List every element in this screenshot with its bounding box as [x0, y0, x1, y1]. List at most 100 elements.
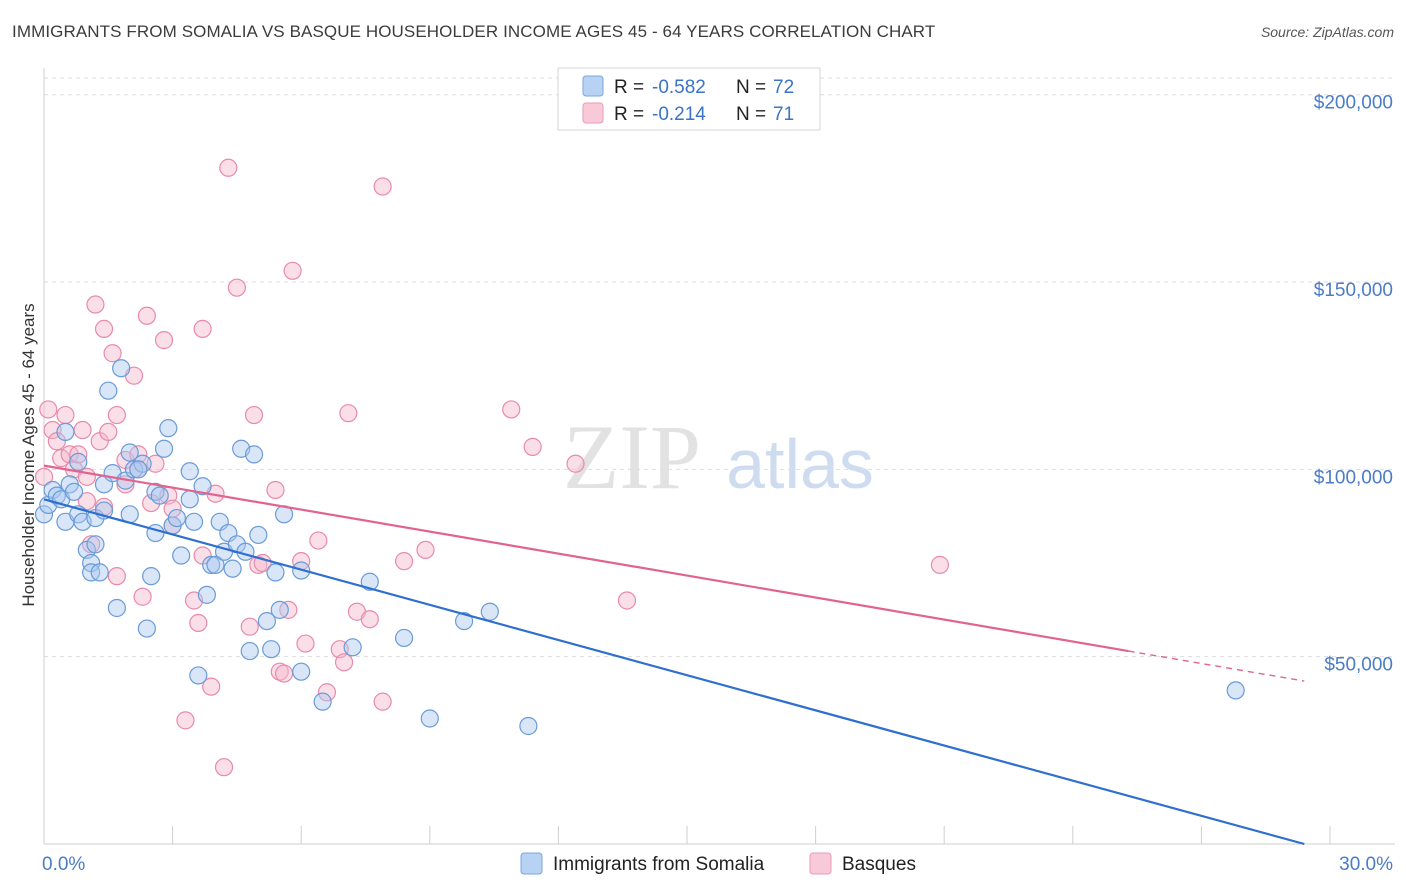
trendline-basques-extension [1128, 650, 1305, 682]
somalia-point [249, 525, 268, 545]
series-somalia-points [34, 359, 1245, 736]
basques-point [73, 420, 92, 440]
legend-r-label-somalia: R = [614, 77, 644, 98]
basques-point [360, 610, 379, 629]
basques-point [373, 177, 392, 196]
bottom-legend-swatch-somalia [520, 852, 543, 875]
somalia-point [86, 535, 105, 554]
basques-point [502, 400, 521, 419]
somalia-point [180, 490, 199, 509]
bottom-legend-swatch-basques [809, 852, 832, 875]
legend-swatch-somalia [582, 75, 604, 97]
somalia-point [270, 600, 289, 619]
x-tick-labels: 0.0% 30.0% [42, 854, 1393, 875]
somalia-point [343, 638, 362, 657]
somalia-point [167, 508, 186, 528]
basques-point [56, 405, 75, 425]
basques-point [176, 711, 195, 730]
basques-point [219, 158, 238, 177]
basques-point [416, 540, 435, 560]
somalia-point [360, 572, 379, 591]
basques-point [107, 405, 126, 425]
basques-point [617, 591, 637, 610]
somalia-point [202, 555, 221, 574]
somalia-point [69, 452, 88, 471]
legend-n-label-basques: N = [736, 104, 766, 125]
y-tick-label-3: $200,000 [1314, 93, 1393, 114]
somalia-point [193, 477, 212, 496]
somalia-point [240, 641, 259, 661]
basques-point [99, 422, 118, 442]
basques-point [266, 480, 285, 500]
basques-point [373, 692, 392, 711]
basques-point [334, 653, 354, 672]
watermark-zip: ZIP [563, 406, 701, 508]
axes [43, 68, 1395, 845]
basques-point [39, 400, 58, 419]
legend-n-label-somalia: N = [736, 77, 766, 98]
somalia-point [112, 359, 131, 378]
basques-point [77, 492, 96, 511]
somalia-point [172, 546, 191, 565]
basques-point [296, 634, 315, 653]
basques-point [202, 677, 221, 696]
somalia-point [34, 505, 54, 524]
somalia-point [99, 381, 118, 400]
bottom-legend: Immigrants from Somalia Basques [520, 852, 916, 875]
basques-point [240, 617, 259, 636]
basques-point [274, 664, 294, 683]
trendline-somalia [43, 498, 1305, 846]
somalia-point [394, 628, 414, 648]
somalia-point [159, 419, 178, 438]
basques-point [283, 261, 302, 280]
basques-point [309, 531, 328, 550]
somalia-point [480, 602, 499, 621]
bottom-legend-label-somalia: Immigrants from Somalia [553, 854, 765, 875]
chart-title: IMMIGRANTS FROM SOMALIA VS BASQUE HOUSEH… [12, 22, 936, 41]
basques-point [566, 454, 585, 473]
somalia-point [184, 512, 204, 531]
gridlines [44, 77, 1395, 658]
legend-n-value-basques: 71 [773, 104, 794, 125]
somalia-point [180, 462, 199, 481]
legend-r-label-basques: R = [614, 104, 644, 125]
basques-point [146, 454, 165, 473]
somalia-point [142, 567, 161, 586]
bottom-legend-label-basques: Basques [842, 854, 916, 875]
somalia-point [262, 640, 281, 659]
basques-point [137, 306, 156, 325]
basques-point [317, 683, 337, 702]
basques-point [930, 555, 950, 574]
basques-point [86, 295, 105, 314]
somalia-point [189, 666, 208, 685]
legend-n-value-somalia: 72 [773, 77, 794, 98]
somalia-point [129, 460, 148, 479]
trendlines [43, 464, 1305, 846]
somalia-point [223, 559, 242, 578]
somalia-point [197, 585, 216, 604]
basques-point [154, 331, 174, 350]
y-tick-label-0: $50,000 [1324, 655, 1393, 676]
basques-point [244, 405, 264, 425]
basques-point [214, 758, 234, 777]
y-axis-label: Householder Income Ages 45 - 64 years [19, 303, 38, 606]
somalia-point [150, 486, 169, 505]
somalia-point [120, 443, 139, 462]
y-tick-label-2: $150,000 [1314, 280, 1393, 301]
somalia-point [1226, 681, 1245, 700]
trendline-basques [43, 464, 1129, 653]
basques-point [193, 319, 212, 338]
watermark: ZIP atlas [563, 406, 874, 508]
somalia-point [292, 662, 311, 681]
somalia-point [154, 439, 174, 458]
somalia-point [137, 619, 156, 638]
basques-point [227, 278, 246, 297]
somalia-point [64, 482, 84, 501]
legend-r-value-somalia: -0.582 [652, 77, 706, 98]
somalia-point [519, 716, 538, 736]
legend-swatch-basques [582, 102, 604, 124]
somalia-point [244, 445, 264, 464]
basques-point [189, 613, 208, 633]
legend-r-value-basques: -0.214 [652, 104, 706, 125]
